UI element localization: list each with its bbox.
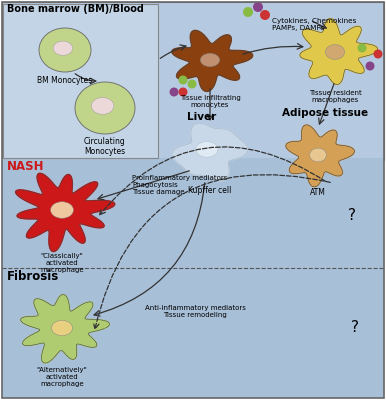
Text: BM Monocytes: BM Monocytes	[37, 76, 93, 85]
Circle shape	[374, 50, 383, 58]
Text: Cytokines, Chemokines
PAMPs, DAMPs: Cytokines, Chemokines PAMPs, DAMPs	[272, 18, 356, 31]
Text: Tissue resident
macrophages: Tissue resident macrophages	[309, 90, 361, 103]
Text: Fibrosis: Fibrosis	[7, 270, 59, 283]
Text: Liver: Liver	[187, 112, 217, 122]
Polygon shape	[15, 173, 115, 252]
Text: NASH: NASH	[7, 160, 44, 173]
Circle shape	[253, 2, 263, 12]
Bar	[3, 4, 158, 158]
Circle shape	[169, 88, 178, 96]
Text: Tissue infiltrating
monocytes: Tissue infiltrating monocytes	[179, 95, 240, 108]
Polygon shape	[300, 18, 378, 84]
Polygon shape	[172, 123, 248, 181]
Polygon shape	[172, 30, 253, 92]
Text: Bone marrow (BM)/Blood: Bone marrow (BM)/Blood	[7, 4, 144, 14]
Text: Anti-inflammatory mediators
Tissue remodeling: Anti-inflammatory mediators Tissue remod…	[145, 305, 245, 318]
Ellipse shape	[51, 202, 73, 218]
Ellipse shape	[51, 320, 73, 336]
Circle shape	[357, 44, 366, 52]
Ellipse shape	[310, 148, 327, 162]
Circle shape	[243, 7, 253, 17]
Polygon shape	[286, 125, 354, 187]
Ellipse shape	[196, 142, 218, 157]
Circle shape	[260, 10, 270, 20]
Ellipse shape	[53, 41, 73, 55]
Bar	[2, 158, 384, 268]
Text: Adipose tissue: Adipose tissue	[282, 108, 368, 118]
Bar	[2, 268, 384, 398]
Circle shape	[178, 88, 188, 96]
Text: Circulating
Monocytes: Circulating Monocytes	[84, 137, 126, 156]
Circle shape	[178, 76, 188, 84]
Text: ATM: ATM	[310, 188, 326, 197]
Bar	[2, 2, 384, 160]
Polygon shape	[20, 294, 110, 363]
Text: Proinflammatory mediators
Phagocytosis
Tissue damage: Proinflammatory mediators Phagocytosis T…	[132, 175, 227, 195]
Ellipse shape	[39, 28, 91, 72]
Text: ?: ?	[351, 320, 359, 336]
Circle shape	[366, 62, 374, 70]
Ellipse shape	[91, 98, 114, 114]
Text: Kupffer cell: Kupffer cell	[188, 186, 232, 195]
Text: ?: ?	[348, 208, 356, 222]
Text: "Classically"
activated
macrophage: "Classically" activated macrophage	[40, 253, 84, 273]
Ellipse shape	[325, 44, 345, 60]
Ellipse shape	[200, 53, 220, 67]
Circle shape	[188, 80, 196, 88]
Ellipse shape	[75, 82, 135, 134]
Text: "Alternatively"
activated
macrophage: "Alternatively" activated macrophage	[37, 367, 87, 387]
